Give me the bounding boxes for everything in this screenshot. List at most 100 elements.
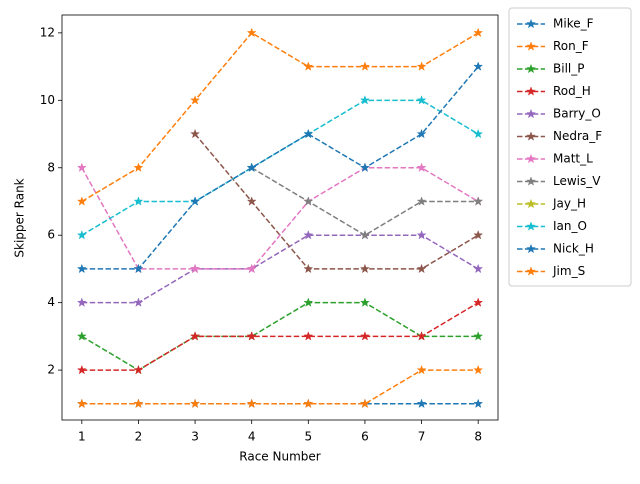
marker	[473, 229, 484, 240]
x-tick-label: 2	[135, 430, 143, 444]
marker	[303, 196, 314, 206]
marker	[76, 398, 87, 409]
marker	[190, 398, 201, 409]
marker	[190, 196, 201, 206]
marker	[359, 331, 370, 341]
series-line	[81, 234, 479, 304]
y-axis-label: Skipper Rank	[13, 178, 27, 257]
x-tick-label: 8	[474, 430, 482, 444]
series-line	[81, 31, 479, 203]
legend-label: Lewis_V	[553, 174, 601, 188]
marker	[359, 229, 370, 240]
x-tick-label: 5	[304, 430, 312, 444]
y-tick-label: 12	[40, 25, 55, 39]
marker	[190, 331, 201, 341]
marker	[303, 331, 314, 341]
legend-marker	[525, 266, 537, 276]
legend-label: Ron_F	[553, 39, 589, 53]
marker	[473, 128, 484, 139]
legend-marker	[525, 63, 537, 74]
marker	[303, 398, 314, 409]
marker	[246, 263, 257, 274]
legend-marker	[525, 176, 537, 186]
marker	[416, 196, 427, 206]
series-line	[81, 302, 479, 371]
legend-label: Nedra_F	[553, 129, 602, 143]
y-tick-label: 6	[47, 228, 55, 242]
axes-frame	[61, 14, 499, 421]
y-tick-label: 10	[40, 93, 55, 107]
marker	[76, 297, 87, 307]
marker	[246, 331, 257, 341]
x-axis-label: Race Number	[239, 450, 320, 464]
marker	[473, 364, 484, 375]
legend-label: Jay_H	[552, 197, 586, 211]
marker	[246, 196, 257, 206]
y-tick-label: 8	[47, 160, 55, 174]
series-line	[194, 133, 479, 270]
marker	[303, 61, 314, 71]
marker	[133, 398, 144, 409]
legend-label: Bill_P	[553, 62, 584, 76]
x-tick-label: 1	[78, 430, 86, 444]
marker	[76, 263, 87, 274]
marker	[359, 95, 370, 105]
marker	[416, 398, 427, 409]
marker	[473, 331, 484, 341]
marker	[359, 297, 370, 307]
marker	[416, 331, 427, 341]
legend-marker	[525, 153, 537, 164]
series-line	[81, 369, 479, 405]
marker	[416, 263, 427, 274]
marker	[473, 27, 484, 38]
marker	[246, 162, 257, 173]
marker	[190, 128, 201, 139]
marker	[473, 61, 484, 71]
x-tick-label: 6	[361, 430, 369, 444]
legend-marker	[525, 221, 537, 231]
series-line	[81, 66, 479, 270]
y-tick-label: 2	[47, 363, 55, 377]
marker	[416, 162, 427, 173]
legend-label: Nick_H	[553, 242, 594, 256]
series-line	[251, 167, 479, 237]
marker	[416, 95, 427, 105]
marker	[303, 297, 314, 307]
marker	[303, 263, 314, 274]
legend-label: Ian_O	[553, 219, 587, 233]
marker	[359, 263, 370, 274]
marker	[303, 229, 314, 240]
series-line	[81, 301, 479, 371]
marker	[473, 196, 484, 206]
marker	[416, 128, 427, 139]
series-line	[81, 167, 479, 270]
legend-box	[508, 7, 632, 287]
series-line	[81, 99, 479, 236]
marker	[133, 196, 144, 206]
marker	[76, 331, 87, 341]
marker	[416, 364, 427, 375]
marker	[133, 162, 144, 173]
legend-label: Barry_O	[553, 107, 601, 121]
legend-label: Rod_H	[553, 84, 591, 98]
legend-label: Matt_L	[553, 152, 593, 166]
legend-marker	[525, 86, 537, 96]
marker	[190, 263, 201, 274]
legend-marker	[525, 131, 537, 141]
marker	[359, 61, 370, 71]
marker	[416, 61, 427, 71]
marker	[76, 162, 87, 173]
marker	[76, 364, 87, 375]
marker	[359, 398, 370, 409]
marker	[246, 27, 257, 38]
legend-label: Jim_S	[552, 264, 585, 278]
x-tick-label: 7	[418, 430, 426, 444]
marker	[473, 398, 484, 409]
marker	[133, 297, 144, 307]
marker	[359, 162, 370, 173]
marker	[473, 297, 484, 307]
y-tick-label: 4	[47, 295, 55, 309]
legend-marker	[525, 108, 537, 119]
marker	[76, 229, 87, 240]
